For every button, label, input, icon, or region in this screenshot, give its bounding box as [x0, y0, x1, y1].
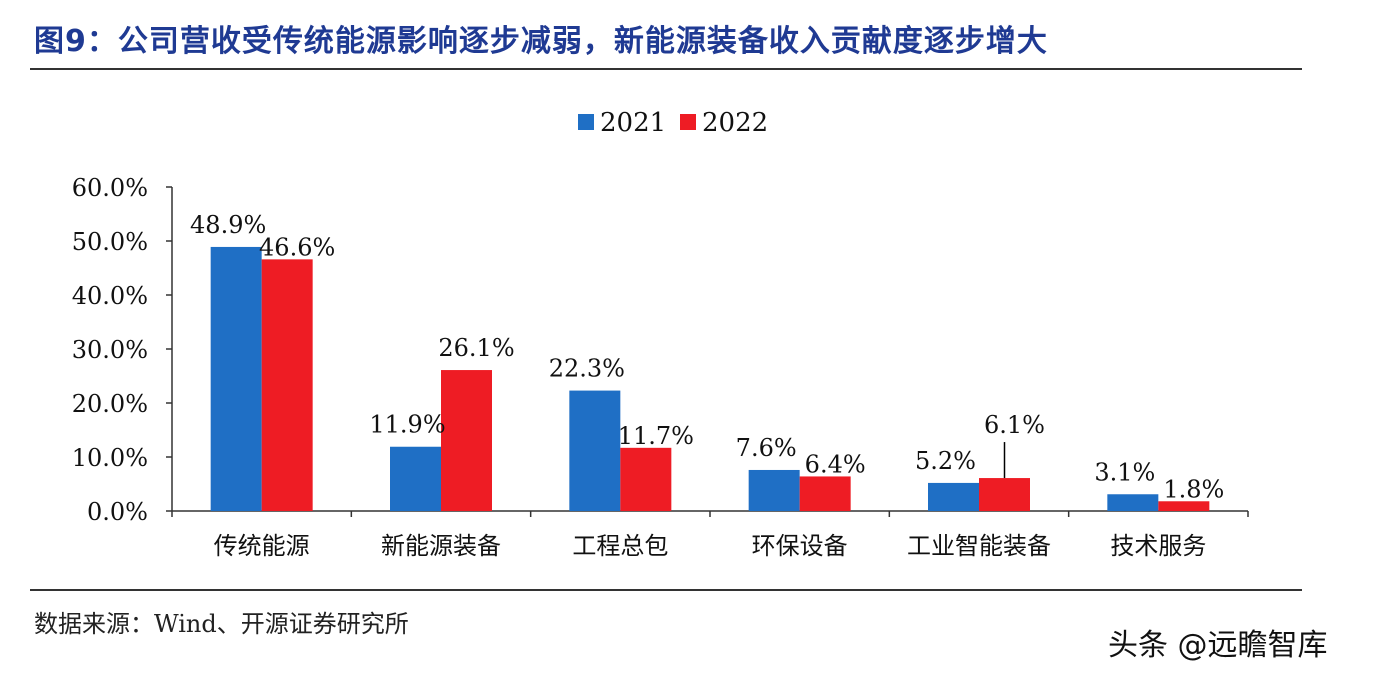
data-label: 5.2% — [915, 447, 976, 475]
bottom-rule — [30, 589, 1302, 591]
top-rule — [30, 68, 1302, 70]
bar-2021 — [748, 469, 800, 511]
y-tick-label: 40.0% — [72, 282, 148, 310]
data-source: 数据来源：Wind、开源证券研究所 — [34, 610, 409, 638]
bar-2021 — [569, 390, 621, 511]
bar-2021 — [210, 246, 262, 511]
y-tick-label: 0.0% — [87, 498, 148, 526]
bar-2022 — [799, 476, 851, 511]
y-tick-label: 20.0% — [72, 390, 148, 418]
x-tick-label: 环保设备 — [752, 532, 848, 560]
data-label: 1.8% — [1163, 475, 1224, 503]
legend-label: 2021 — [600, 108, 666, 138]
figure-title: 图9：公司营收受传统能源影响逐步减弱，新能源装备收入贡献度逐步增大 — [34, 24, 1048, 59]
x-tick-label: 工业智能装备 — [907, 532, 1051, 560]
x-tick-label: 新能源装备 — [381, 532, 501, 560]
bars — [210, 246, 1210, 511]
y-tick-label: 60.0% — [72, 174, 148, 202]
data-label: 46.6% — [259, 233, 335, 261]
data-label: 22.3% — [549, 355, 625, 383]
y-axis: 0.0% 10.0% 20.0% 30.0% 40.0% 50.0% 60.0% — [72, 174, 173, 526]
data-label: 6.4% — [805, 450, 866, 478]
bar-2021 — [928, 482, 979, 511]
bar-2021 — [1107, 494, 1159, 511]
data-label: 6.1% — [984, 411, 1045, 439]
bar-2021 — [390, 446, 441, 511]
x-tick-label: 工程总包 — [572, 532, 668, 560]
y-tick-label: 50.0% — [72, 228, 148, 256]
y-tick-label: 30.0% — [72, 336, 148, 364]
data-label: 26.1% — [438, 334, 514, 362]
bar-2022 — [1158, 501, 1210, 511]
data-label: 48.9% — [190, 211, 266, 239]
watermark: 头条 @远瞻智库 — [1108, 628, 1328, 663]
data-label: 11.9% — [369, 411, 445, 439]
legend-swatch-2021 — [578, 114, 594, 130]
bar-2022 — [261, 259, 313, 511]
legend-label: 2022 — [702, 108, 768, 138]
x-axis: 传统能源 新能源装备 工程总包 环保设备 工业智能装备 技术服务 — [171, 510, 1249, 560]
y-tick-label: 10.0% — [72, 444, 148, 472]
bar-2022 — [441, 370, 492, 511]
data-labels: 48.9%46.6% 11.9% 26.1% 22.3% 11.7% 7.6% 6.4% 5.… — [190, 211, 1224, 503]
x-tick-label: 传统能源 — [214, 532, 310, 560]
x-tick-label: 技术服务 — [1110, 532, 1206, 560]
data-label: 3.1% — [1094, 458, 1155, 486]
data-label: 11.7% — [618, 422, 694, 450]
chart-legend: 2021 2022 — [578, 108, 768, 138]
data-label: 7.6% — [736, 434, 797, 462]
bar-chart: 2021 2022 0.0% 10.0% 20.0% 30.0% 40.0% 50.0% 60… — [72, 108, 1249, 560]
bar-2022 — [620, 447, 672, 511]
legend-swatch-2022 — [680, 114, 696, 130]
bar-2022 — [979, 478, 1030, 511]
